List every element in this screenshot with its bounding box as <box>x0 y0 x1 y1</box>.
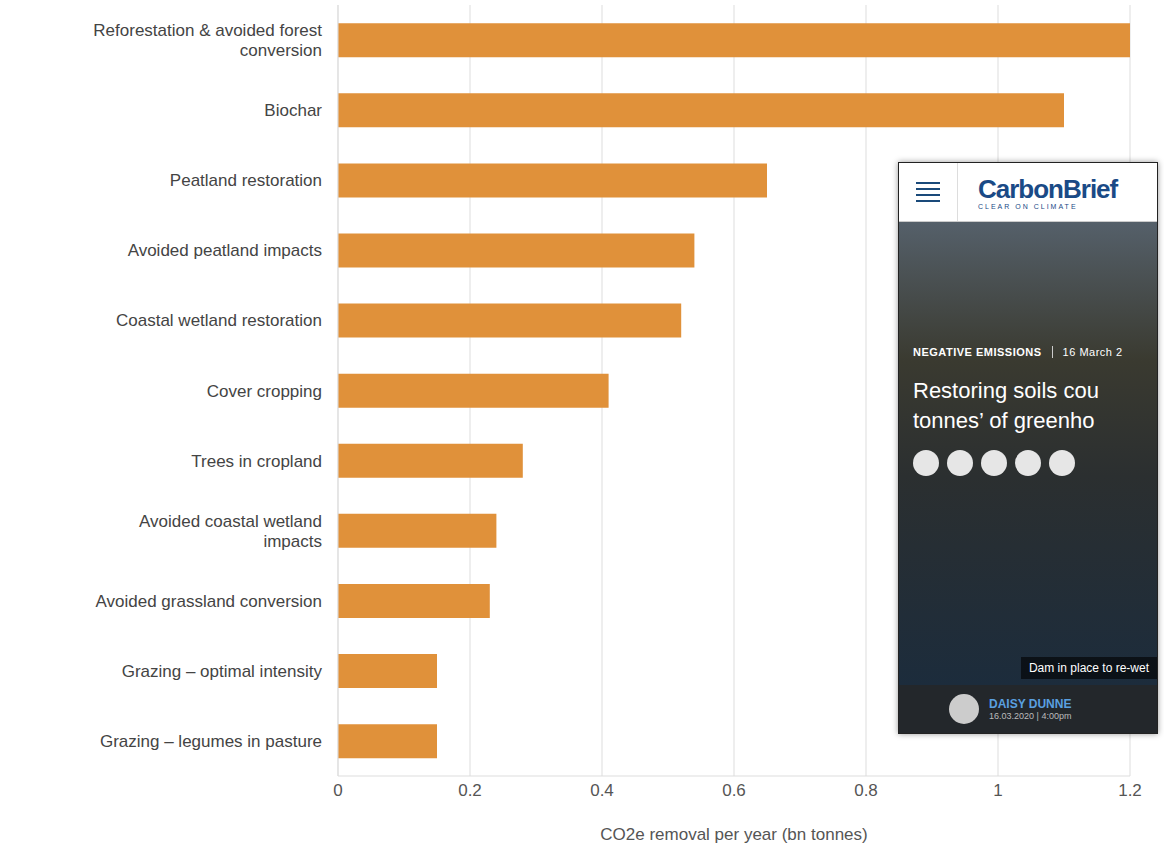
svg-text:Coastal wetland restoration: Coastal wetland restoration <box>116 311 322 330</box>
svg-text:Avoided coastal wetlandimpacts: Avoided coastal wetlandimpacts <box>139 512 322 551</box>
svg-text:Avoided peatland impacts: Avoided peatland impacts <box>128 241 322 260</box>
svg-text:0.8: 0.8 <box>854 781 878 800</box>
svg-text:Grazing – legumes in pasture: Grazing – legumes in pasture <box>100 732 322 751</box>
svg-text:Peatland restoration: Peatland restoration <box>170 171 322 190</box>
svg-text:0: 0 <box>333 781 342 800</box>
svg-text:Biochar: Biochar <box>264 101 322 120</box>
svg-text:Trees in cropland: Trees in cropland <box>191 452 322 471</box>
svg-text:CO2e removal per year (bn tonn: CO2e removal per year (bn tonnes) <box>600 825 867 844</box>
svg-text:1.2: 1.2 <box>1118 781 1142 800</box>
svg-text:Avoided grassland conversion: Avoided grassland conversion <box>96 592 323 611</box>
svg-text:1: 1 <box>993 781 1002 800</box>
html-text:tonnes’ of greenho: tonnes’ of greenho <box>913 408 1095 433</box>
html-text:Dam in place to re-wet: Dam in place to re-wet <box>1029 661 1149 675</box>
html-text:CarbonBrief: CarbonBrief <box>978 173 1118 204</box>
html-text:DAISY DUNNE: DAISY DUNNE <box>989 697 1072 711</box>
svg-text:0.6: 0.6 <box>722 781 746 800</box>
html-text:16 March 2: 16 March 2 <box>1062 346 1123 358</box>
svg-text:0.2: 0.2 <box>458 781 482 800</box>
html-text:16.03.2020 | 4:00pm: 16.03.2020 | 4:00pm <box>989 711 1072 721</box>
svg-text:0.4: 0.4 <box>590 781 614 800</box>
svg-text:Reforestation & avoided forest: Reforestation & avoided forestconversion <box>93 21 322 60</box>
svg-text:Grazing – optimal intensity: Grazing – optimal intensity <box>122 662 323 681</box>
html-text:CLEAR ON CLIMATE: CLEAR ON CLIMATE <box>978 202 1078 210</box>
html-text:NEGATIVE EMISSIONS: NEGATIVE EMISSIONS <box>913 346 1042 358</box>
svg-text:Cover cropping: Cover cropping <box>207 382 322 401</box>
html-text:Restoring soils cou: Restoring soils cou <box>913 378 1099 403</box>
